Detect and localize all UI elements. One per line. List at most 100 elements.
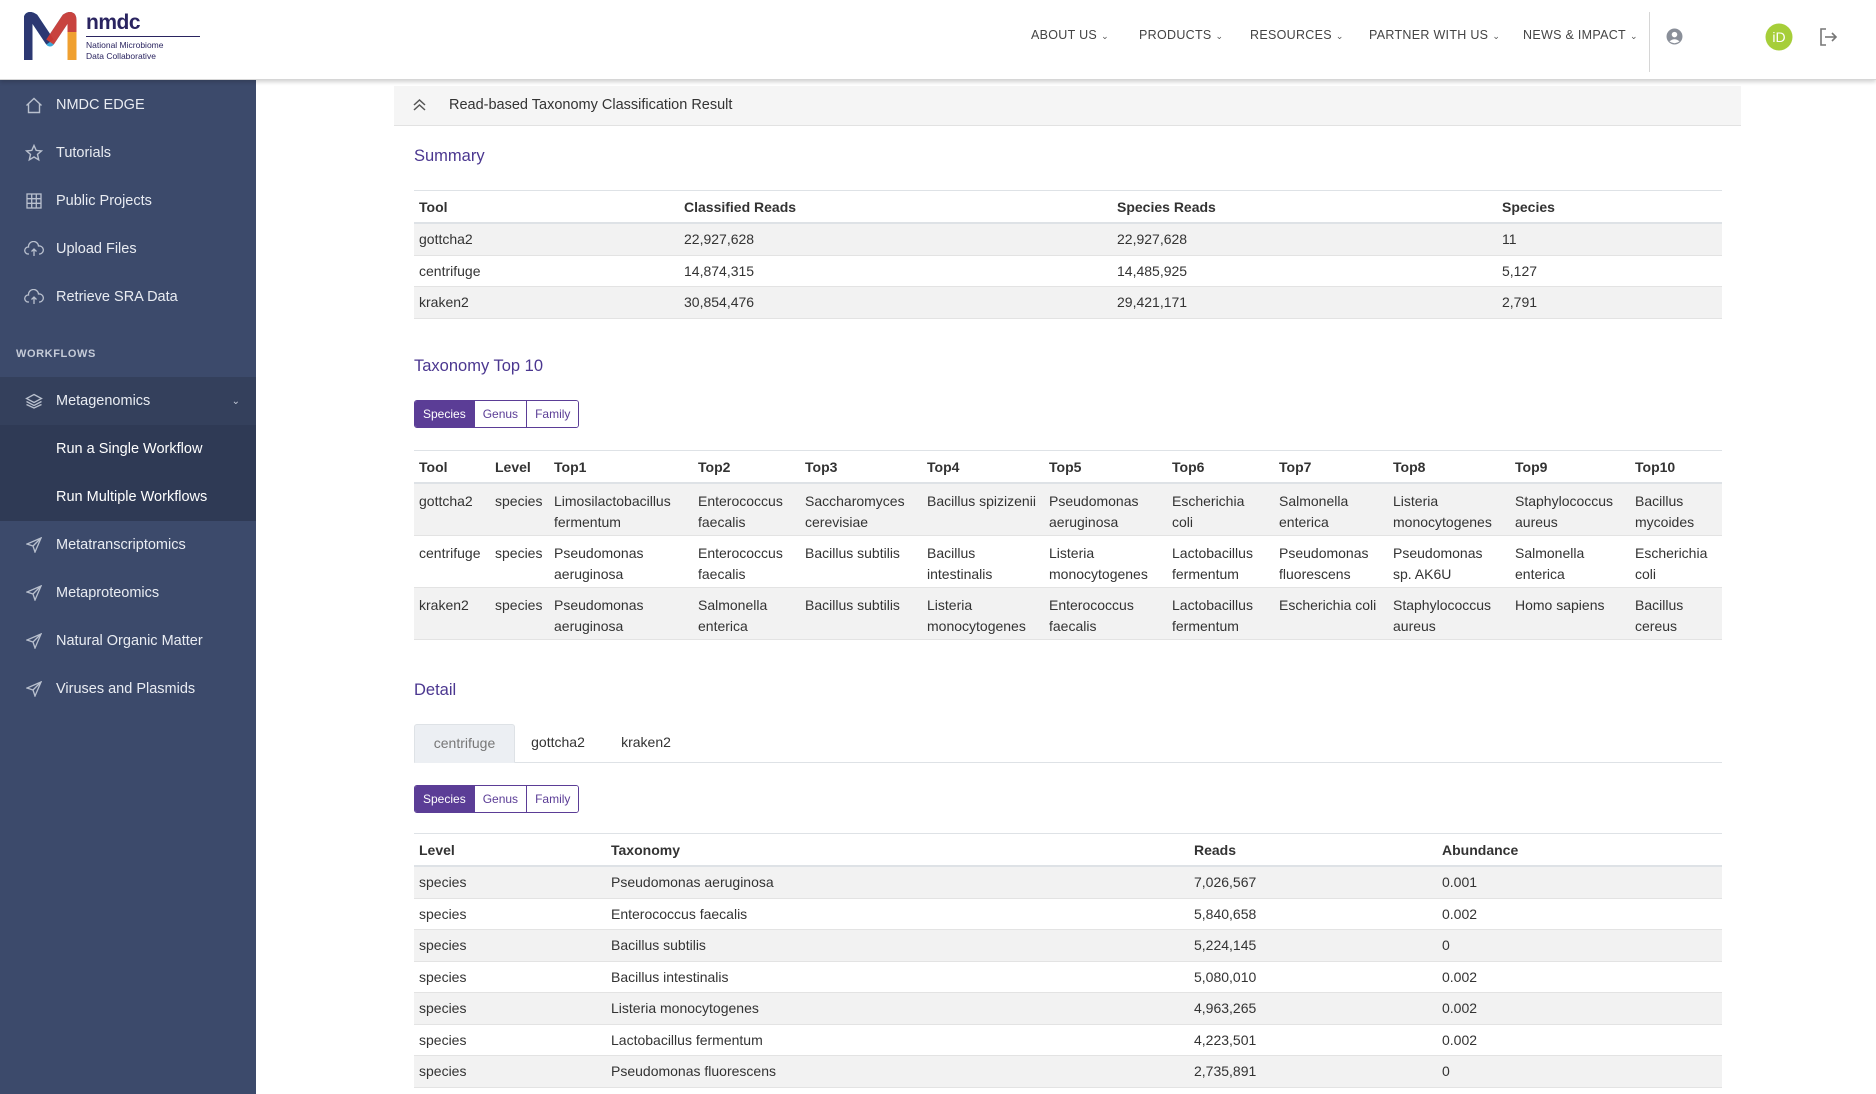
- logout-icon[interactable]: [1818, 27, 1838, 52]
- filter-species-button[interactable]: Species: [415, 401, 474, 427]
- sidebar-item-label: Public Projects: [56, 193, 152, 209]
- table-row: centrifuge species Pseudomonas aeruginos…: [414, 535, 1722, 588]
- table-cell: gottcha2: [414, 483, 490, 536]
- filter-genus-button[interactable]: Genus: [473, 786, 527, 812]
- column-header[interactable]: Top6: [1167, 450, 1274, 484]
- result-card-header[interactable]: Read-based Taxonomy Classification Resul…: [394, 86, 1741, 126]
- column-header[interactable]: Level: [414, 833, 606, 867]
- nav-resources[interactable]: RESOURCES ⌄: [1250, 28, 1344, 42]
- chevron-down-icon: ⌄: [1215, 31, 1224, 41]
- sidebar-item-metaproteomics[interactable]: Metaproteomics: [0, 569, 256, 617]
- table-icon: [20, 193, 48, 209]
- detail-tool-tabs: centrifuge gottcha2 kraken2: [414, 724, 1722, 763]
- column-header[interactable]: Top1: [549, 450, 693, 484]
- sidebar-subitem-run-single-workflow[interactable]: Run a Single Workflow: [0, 425, 256, 473]
- table-cell: 4,223,501: [1189, 1024, 1437, 1056]
- column-header[interactable]: Species: [1497, 190, 1722, 224]
- sidebar-item-natural-organic-matter[interactable]: Natural Organic Matter: [0, 617, 256, 665]
- table-cell: Pseudomonas fluorescens: [606, 1055, 1189, 1088]
- sidebar-item-viruses-and-plasmids[interactable]: Viruses and Plasmids: [0, 665, 256, 713]
- sidebar-item-metagenomics[interactable]: Metagenomics ⌄: [0, 377, 256, 425]
- column-header[interactable]: Classified Reads: [679, 190, 1112, 224]
- sidebar-subitem-run-multiple-workflows[interactable]: Run Multiple Workflows: [0, 473, 256, 521]
- top10-title: Taxonomy Top 10: [414, 357, 544, 375]
- table-cell: Saccharomyces cerevisiae: [800, 483, 922, 536]
- table-cell: species: [414, 898, 606, 930]
- column-header[interactable]: Top8: [1388, 450, 1510, 484]
- column-header[interactable]: Top2: [693, 450, 800, 484]
- sidebar-subitem-label: Run a Single Workflow: [56, 441, 203, 457]
- table-cell: 0: [1437, 929, 1722, 962]
- table-cell: Pseudomonas aeruginosa: [1044, 483, 1167, 536]
- table-cell: Salmonella enterica: [1274, 483, 1388, 536]
- logo-rule: [86, 36, 200, 37]
- nav-products[interactable]: PRODUCTS ⌄: [1139, 28, 1223, 42]
- column-header[interactable]: Top7: [1274, 450, 1388, 484]
- sidebar-item-tutorials[interactable]: Tutorials: [0, 129, 256, 177]
- chevron-down-icon: ⌄: [231, 395, 240, 407]
- tab-kraken2[interactable]: kraken2: [621, 734, 671, 750]
- table-row: species Bacillus subtilis 5,224,145 0: [414, 929, 1722, 962]
- star-icon: [20, 144, 48, 162]
- sidebar-item-metatranscriptomics[interactable]: Metatranscriptomics: [0, 521, 256, 569]
- tab-centrifuge[interactable]: centrifuge: [414, 724, 515, 763]
- table-cell: species: [414, 1055, 606, 1088]
- table-row: gottcha2 species Limosilactobacillus fer…: [414, 483, 1722, 536]
- filter-species-button[interactable]: Species: [415, 786, 474, 812]
- table-cell: 0.002: [1437, 992, 1722, 1025]
- chevron-down-icon: ⌄: [1629, 31, 1638, 41]
- table-row: kraken2 species Pseudomonas aeruginosa S…: [414, 587, 1722, 640]
- table-cell: 4,963,265: [1189, 992, 1437, 1025]
- chevron-double-up-icon[interactable]: [412, 98, 427, 117]
- filter-genus-button[interactable]: Genus: [473, 401, 527, 427]
- table-header-row: Level Taxonomy Reads Abundance: [414, 833, 1722, 867]
- table-cell: 11: [1497, 223, 1722, 256]
- filter-family-button[interactable]: Family: [526, 786, 579, 812]
- table-cell: 5,224,145: [1189, 929, 1437, 962]
- table-cell: kraken2: [414, 286, 679, 319]
- column-header[interactable]: Reads: [1189, 833, 1437, 867]
- column-header[interactable]: Top5: [1044, 450, 1167, 484]
- column-header[interactable]: Tool: [414, 450, 490, 484]
- summary-title: Summary: [414, 147, 485, 165]
- nav-partner-with-us[interactable]: PARTNER WITH US ⌄: [1369, 28, 1500, 42]
- table-cell: Pseudomonas aeruginosa: [549, 587, 693, 640]
- orcid-icon[interactable]: iD: [1765, 23, 1793, 56]
- nav-label: ABOUT US: [1031, 28, 1098, 42]
- sidebar: NMDC EDGE Tutorials Public Projects Uplo…: [0, 79, 256, 1094]
- column-header[interactable]: Tool: [414, 190, 679, 224]
- table-cell: 30,854,476: [679, 286, 1112, 319]
- send-icon: [20, 537, 48, 553]
- column-header[interactable]: Top3: [800, 450, 922, 484]
- nmdc-logo[interactable]: nmdc National Microbiome Data Collaborat…: [24, 12, 200, 66]
- sidebar-item-upload-files[interactable]: Upload Files: [0, 225, 256, 273]
- column-header[interactable]: Species Reads: [1112, 190, 1497, 224]
- nav-about-us[interactable]: ABOUT US ⌄: [1031, 28, 1109, 42]
- nav-news-impact[interactable]: NEWS & IMPACT ⌄: [1523, 28, 1638, 42]
- tab-gottcha2[interactable]: gottcha2: [531, 734, 585, 750]
- column-header[interactable]: Level: [490, 450, 549, 484]
- top-nav: ABOUT US ⌄ PRODUCTS ⌄ RESOURCES ⌄ PARTNER W…: [0, 28, 1876, 48]
- column-header[interactable]: Abundance: [1437, 833, 1722, 867]
- column-header[interactable]: Taxonomy: [606, 833, 1189, 867]
- column-header[interactable]: Top9: [1510, 450, 1630, 484]
- table-cell: Pseudomonas sp. AK6U: [1388, 535, 1510, 588]
- nav-label: RESOURCES: [1250, 28, 1332, 42]
- orcid-label: iD: [1772, 29, 1785, 45]
- table-row: species Listeria monocytogenes 4,963,265…: [414, 992, 1722, 1025]
- column-header[interactable]: Top4: [922, 450, 1044, 484]
- sidebar-item-public-projects[interactable]: Public Projects: [0, 177, 256, 225]
- table-cell: 7,026,567: [1189, 866, 1437, 899]
- sidebar-item-label: Upload Files: [56, 241, 137, 257]
- table-cell: Bacillus subtilis: [800, 535, 922, 588]
- filter-family-button[interactable]: Family: [526, 401, 579, 427]
- sidebar-item-nmdc-edge[interactable]: NMDC EDGE: [0, 81, 256, 129]
- sidebar-item-label: Tutorials: [56, 145, 112, 161]
- column-header[interactable]: Top10: [1630, 450, 1722, 484]
- sidebar-item-retrieve-sra-data[interactable]: Retrieve SRA Data: [0, 273, 256, 321]
- detail-table: Level Taxonomy Reads Abundance species P…: [414, 833, 1722, 1088]
- logo-subtitle-2: Data Collaborative: [86, 51, 156, 61]
- table-cell: Homo sapiens: [1510, 587, 1630, 640]
- table-row: species Enterococcus faecalis 5,840,658 …: [414, 898, 1722, 930]
- user-circle-icon[interactable]: [1666, 28, 1683, 50]
